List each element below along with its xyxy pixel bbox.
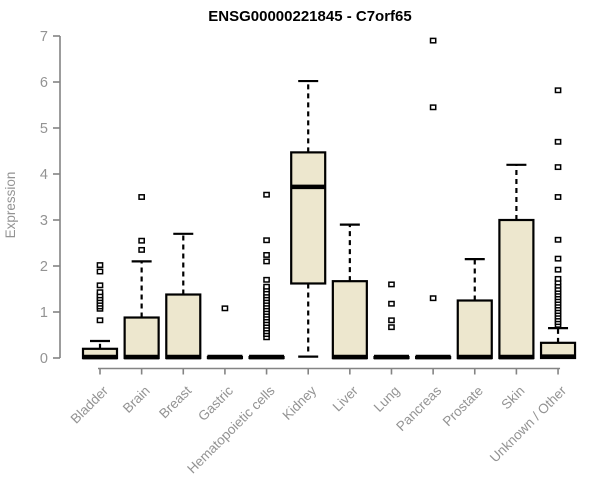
outlier-point (263, 191, 270, 198)
chart-title: ENSG00000221845 - C7orf65 (208, 8, 411, 25)
outlier-point (221, 305, 229, 312)
outlier-point (429, 104, 437, 111)
box-kidney (290, 79, 327, 358)
outlier-point (554, 164, 562, 171)
outlier-point (554, 236, 562, 243)
iqr-box (456, 299, 493, 360)
box-brain (123, 194, 160, 360)
x-tick-label: Liver (330, 383, 362, 415)
outlier-point (388, 324, 395, 331)
x-tick-label: Gastric (195, 383, 236, 424)
outlier-point (138, 237, 145, 244)
box-lung (373, 281, 410, 360)
outlier-point (388, 317, 395, 324)
outlier-point (263, 276, 270, 283)
outlier-point (263, 252, 270, 258)
x-tick-label: Bladder (68, 383, 112, 427)
outlier-point (554, 194, 562, 200)
y-tick-label: 2 (40, 259, 48, 275)
box-bladder (81, 262, 119, 360)
x-tick-label: Brain (120, 383, 153, 416)
box-breast (165, 232, 202, 360)
outlier-point (138, 194, 145, 200)
y-tick-label: 7 (40, 29, 48, 45)
iqr-box (165, 293, 202, 360)
x-tick-label: Lung (371, 383, 403, 415)
outlier-point (554, 138, 562, 145)
x-tick-label: Skin (498, 383, 527, 412)
box-hematopoietic-cells (248, 191, 285, 360)
outlier-point (554, 266, 562, 273)
outlier-point (388, 300, 395, 307)
outlier-point (96, 262, 104, 269)
x-tick-label: Unknown / Other (487, 383, 570, 466)
box-unknown-other (539, 87, 577, 360)
outlier-point (263, 283, 270, 290)
outlier-point (263, 237, 270, 244)
outlier-point (96, 289, 104, 296)
outlier-point (429, 37, 437, 44)
outlier-point (554, 275, 562, 282)
x-tick-label: Breast (156, 383, 194, 421)
iqr-box (331, 280, 368, 360)
axes: 0 1 2 3 4 5 6 7 (40, 29, 561, 375)
outlier-point (96, 268, 104, 275)
iqr-box (498, 218, 535, 360)
outlier-point (388, 281, 395, 288)
y-tick-label: 1 (40, 305, 48, 321)
outlier-point (96, 282, 104, 289)
box-prostate (456, 258, 493, 360)
y-axis-label: Expression (3, 172, 18, 239)
y-tick-label: 6 (40, 75, 48, 91)
box-skin (498, 163, 535, 360)
outlier-point (554, 255, 562, 262)
y-tick-label: 5 (40, 121, 48, 137)
iqr-box (123, 316, 160, 360)
outlier-point (263, 258, 270, 265)
outlier-point (554, 87, 562, 94)
x-tick-label: Prostate (440, 383, 486, 429)
iqr-box (290, 151, 327, 285)
outlier-point (96, 317, 104, 324)
y-tick-label: 3 (40, 213, 48, 229)
outlier-point (429, 295, 437, 302)
x-tick-label: Pancreas (393, 383, 444, 434)
outlier-point (138, 246, 145, 253)
boxplot-series (81, 37, 577, 360)
box-liver (331, 223, 368, 360)
y-tick-label: 0 (40, 351, 48, 367)
box-pancreas (415, 37, 452, 360)
x-tick-label: Kidney (280, 383, 320, 423)
box-gastric (206, 305, 244, 360)
y-tick-label: 4 (40, 167, 48, 183)
